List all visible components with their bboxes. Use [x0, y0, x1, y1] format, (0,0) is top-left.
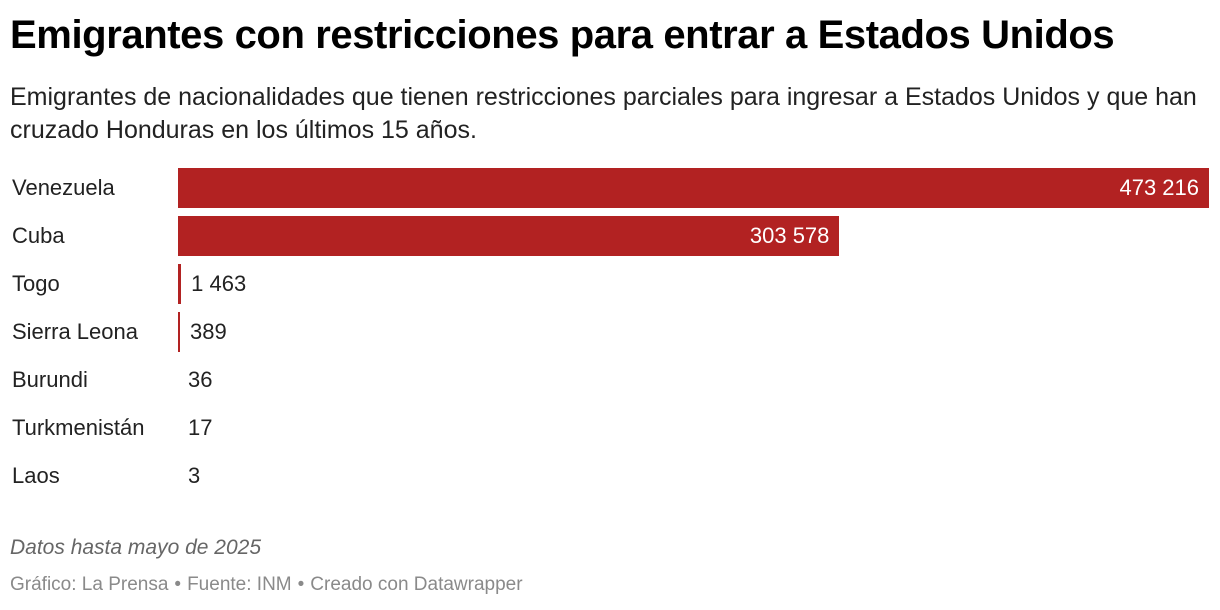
bar-row: Laos 3	[0, 456, 1220, 496]
category-label: Sierra Leona	[12, 319, 138, 344]
value-label: 3	[188, 463, 201, 488]
category-label: Turkmenistán	[12, 415, 145, 440]
bar-row: Togo 1 463	[0, 264, 1220, 304]
bar-row: Venezuela 473 216	[0, 168, 1220, 208]
chart-title: Emigrantes con restricciones para entrar…	[10, 13, 1115, 57]
bar	[178, 216, 840, 256]
category-label: Laos	[12, 463, 60, 488]
bar-row: Turkmenistán 17	[0, 408, 1220, 448]
source-text: Fuente: INM	[187, 574, 292, 595]
category-label: Cuba	[12, 223, 65, 248]
category-label: Burundi	[12, 367, 88, 392]
bar-row: Sierra Leona 389	[0, 312, 1220, 352]
category-label: Venezuela	[12, 175, 115, 200]
data-note: Datos hasta mayo de 2025	[10, 536, 261, 559]
footer-separator: •	[297, 574, 305, 595]
bar-chart: Venezuela 473 216 Cuba 303 578 Togo 1 463 Sier…	[0, 164, 1220, 504]
value-label: 303 578	[749, 223, 830, 248]
bar-row: Cuba 303 578	[0, 216, 1220, 256]
footer-separator: •	[174, 574, 182, 595]
value-label: 36	[188, 367, 213, 392]
footer-credits: Gráfico: La Prensa • Fuente: INM • Creado co…	[10, 574, 523, 596]
value-label: 1 463	[191, 271, 247, 296]
value-label: 473 216	[1119, 175, 1199, 200]
bar	[178, 264, 182, 304]
bar-row: Burundi 36	[0, 360, 1220, 400]
value-label: 17	[188, 415, 213, 440]
credit-text: Gráfico: La Prensa	[10, 574, 169, 595]
bar	[178, 312, 180, 352]
chart-subtitle: Emigrantes de nacionalidades que tienen …	[10, 83, 1197, 144]
category-label: Togo	[12, 271, 60, 296]
tool-credit-text: Creado con Datawrapper	[310, 574, 523, 595]
value-label: 389	[190, 319, 227, 344]
bar	[178, 168, 1209, 208]
